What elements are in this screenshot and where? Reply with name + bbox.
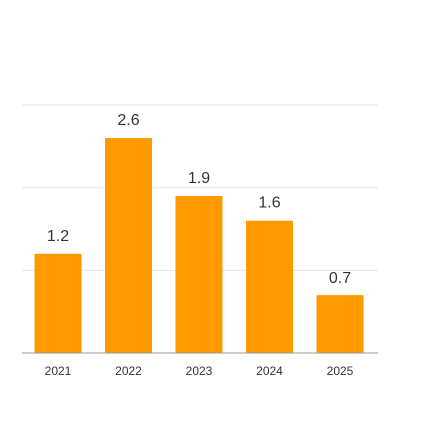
bars [34,138,364,353]
bar-2022 [105,138,152,353]
bar-2025 [316,295,364,353]
bar-2021 [34,253,82,353]
value-label-2023: 1.9 [188,170,210,187]
x-tick-2023: 2023 [186,364,213,378]
x-tick-labels: 2021 2022 2023 2024 2025 [45,364,354,378]
x-tick-2025: 2025 [327,364,354,378]
x-tick-2022: 2022 [115,364,142,378]
x-tick-2021: 2021 [45,364,72,378]
value-labels: 1.2 2.6 1.9 1.6 0.7 [47,112,351,287]
value-label-2025: 0.7 [329,270,351,287]
bar-2023 [175,195,223,353]
bar-2024 [246,220,293,353]
value-label-2022: 2.6 [117,112,139,129]
x-tick-2024: 2024 [256,364,283,378]
value-label-2021: 1.2 [47,228,69,245]
value-label-2024: 1.6 [258,195,280,212]
